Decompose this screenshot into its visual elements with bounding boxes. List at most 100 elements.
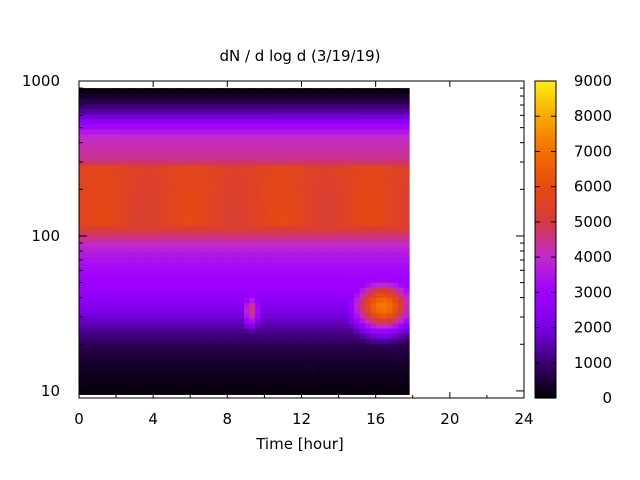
heatmap-cell [255,389,262,395]
heatmap-cell [222,159,229,166]
heatmap-cell [282,246,289,253]
heatmap-cell [79,231,86,237]
heatmap-cell [139,185,146,191]
heatmap-cell [359,93,366,99]
heatmap-cell [266,271,273,278]
heatmap-cell [403,287,410,293]
heatmap-cell [156,343,163,350]
heatmap-cell [211,307,218,314]
heatmap-cell [249,276,256,283]
heatmap-cell [101,205,108,212]
heatmap-cell [95,379,102,385]
heatmap-cell [398,276,405,283]
heatmap-cell [249,139,256,145]
heatmap-cell [376,103,383,110]
heatmap-cell [310,200,317,207]
heatmap-cell [227,246,234,253]
heatmap-cell [337,368,344,375]
heatmap-cell [326,379,333,385]
heatmap-cell [381,287,388,293]
heatmap-cell [255,338,262,344]
heatmap-cell [392,98,399,104]
heatmap-cell [244,373,251,380]
heatmap-cell [139,144,146,150]
heatmap-cell [310,297,317,304]
heatmap-cell [238,98,245,104]
heatmap-cell [381,220,388,227]
heatmap-cell [381,389,388,395]
heatmap-cell [112,220,119,227]
heatmap-cell [348,215,355,222]
heatmap-cell [216,118,223,125]
heatmap-cell [260,128,267,135]
heatmap-cell [288,287,295,293]
heatmap-cell [271,368,278,375]
heatmap-cell [205,144,212,150]
heatmap-cell [95,190,102,196]
heatmap-cell [128,236,135,242]
heatmap-cell [299,225,306,232]
heatmap-cell [359,338,366,344]
heatmap-cell [161,338,168,344]
heatmap-cell [200,185,207,191]
heatmap-cell [398,338,405,344]
heatmap-cell [139,205,146,212]
heatmap-cell [326,353,333,360]
heatmap-cell [167,200,174,207]
heatmap-cell [387,113,394,120]
heatmap-cell [183,271,190,278]
heatmap-cell [359,103,366,110]
heatmap-cell [227,389,234,395]
heatmap-cell [326,169,333,176]
heatmap-cell [271,144,278,150]
heatmap-cell [84,195,91,201]
heatmap-cell [260,312,267,319]
heatmap-cell [321,236,328,242]
heatmap-cell [145,159,152,166]
heatmap-cells [79,88,410,395]
colorbar-segment [535,331,556,336]
heatmap-cell [123,123,130,130]
heatmap-cell [293,333,300,339]
heatmap-cell [332,174,339,181]
heatmap-cell [244,93,251,99]
heatmap-cell [359,297,366,304]
heatmap-cell [183,276,190,283]
heatmap-cell [249,169,256,176]
heatmap-cell [101,134,108,140]
heatmap-cell [392,287,399,293]
heatmap-cell [343,88,350,94]
heatmap-cell [194,225,201,232]
heatmap-cell [150,225,157,232]
heatmap-cell [387,220,394,227]
heatmap-cell [211,379,218,385]
heatmap-cell [84,169,91,176]
heatmap-cell [227,312,234,319]
heatmap-cell [332,185,339,191]
heatmap-cell [161,322,168,329]
heatmap-cell [255,317,262,324]
heatmap-cell [260,164,267,171]
heatmap-cell [95,98,102,104]
heatmap-cell [337,246,344,253]
heatmap-cell [227,139,234,145]
heatmap-cell [365,379,372,385]
heatmap-cell [95,322,102,329]
heatmap-cell [359,343,366,350]
heatmap-cell [348,358,355,365]
heatmap-cell [392,348,399,355]
heatmap-cell [321,123,328,130]
heatmap-cell [343,123,350,130]
heatmap-cell [365,363,372,370]
heatmap-cell [134,169,141,176]
heatmap-cell [139,287,146,293]
heatmap-cell [172,149,179,156]
heatmap-cell [194,113,201,120]
heatmap-cell [387,118,394,125]
heatmap-cell [194,282,201,288]
heatmap-cell [337,251,344,258]
colorbar-segment [535,91,556,96]
heatmap-cell [244,123,251,130]
heatmap-cell [194,144,201,150]
heatmap-cell [183,302,190,309]
